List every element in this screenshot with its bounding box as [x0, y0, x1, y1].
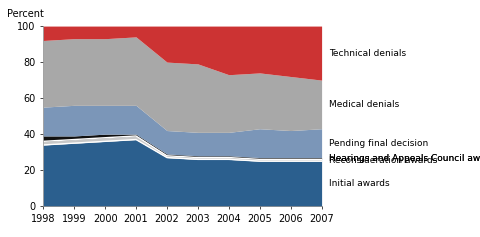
- Text: Reconsideration awards: Reconsideration awards: [329, 156, 437, 165]
- Text: Hearings and Appeals Council awards: Hearings and Appeals Council awards: [329, 154, 480, 163]
- Text: Percent: Percent: [7, 9, 44, 19]
- Text: Hearings and Appeals Council awards: Hearings and Appeals Council awards: [329, 154, 480, 163]
- Text: Pending final decision: Pending final decision: [329, 139, 428, 148]
- Text: Medical denials: Medical denials: [329, 100, 399, 109]
- Text: Technical denials: Technical denials: [329, 49, 406, 58]
- Text: Initial awards: Initial awards: [329, 179, 389, 188]
